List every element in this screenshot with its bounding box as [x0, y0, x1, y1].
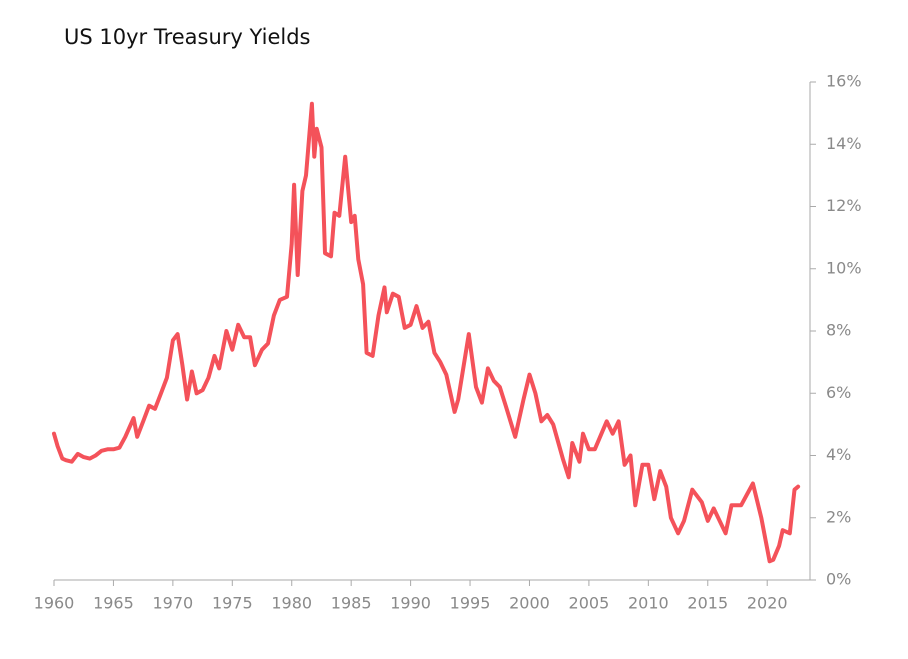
x-tick-label: 1980	[271, 594, 312, 613]
x-tick-label: 1995	[450, 594, 491, 613]
x-tick-label: 1990	[390, 594, 431, 613]
y-tick-label: 12%	[826, 196, 862, 215]
y-tick-label: 2%	[826, 507, 851, 526]
x-tick-label: 1970	[153, 594, 194, 613]
data-line	[52, 101, 801, 564]
y-tick-label: 6%	[826, 383, 851, 402]
x-tick-label: 2005	[569, 594, 610, 613]
x-tick-label: 2010	[628, 594, 669, 613]
y-tick-label: 14%	[826, 134, 862, 153]
y-tick-label: 0%	[826, 570, 851, 589]
x-tick-label: 1985	[331, 594, 372, 613]
y-tick-label: 4%	[826, 445, 851, 464]
y-tick-label: 8%	[826, 321, 851, 340]
y-tick-label: 10%	[826, 258, 862, 277]
x-tick-label: 2020	[747, 594, 788, 613]
x-tick-label: 2000	[509, 594, 550, 613]
x-tick-label: 1975	[212, 594, 253, 613]
x-tick-label: 1960	[34, 594, 75, 613]
x-tick-label: 2015	[687, 594, 728, 613]
y-tick-label: 16%	[826, 72, 862, 91]
x-tick-label: 1965	[93, 594, 134, 613]
chart-title: US 10yr Treasury Yields	[64, 25, 310, 49]
